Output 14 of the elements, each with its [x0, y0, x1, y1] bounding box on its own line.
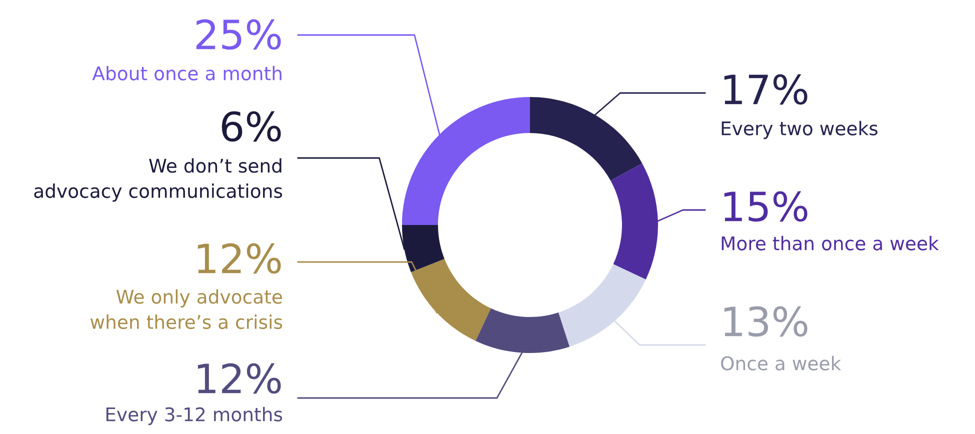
slice-label: We don’t send advocacy communications [34, 158, 282, 202]
data-label: 17% [724, 74, 808, 105]
slice-label: Once a week [721, 356, 842, 370]
data-label: 12% [198, 363, 281, 394]
data-label: 6% [222, 111, 281, 142]
data-label: 12% [198, 243, 281, 274]
slice-label: Every two weeks [722, 120, 878, 140]
slice-label: More than once a week [722, 236, 939, 250]
data-label: 15% [724, 191, 808, 222]
data-label: 25% [196, 19, 281, 50]
slice-label: We only advocate when there’s a crisis [90, 289, 282, 330]
data-label: 13% [724, 306, 808, 337]
slice-label: About once a month [92, 66, 282, 80]
slice-label: Every 3-12 months [106, 406, 282, 426]
